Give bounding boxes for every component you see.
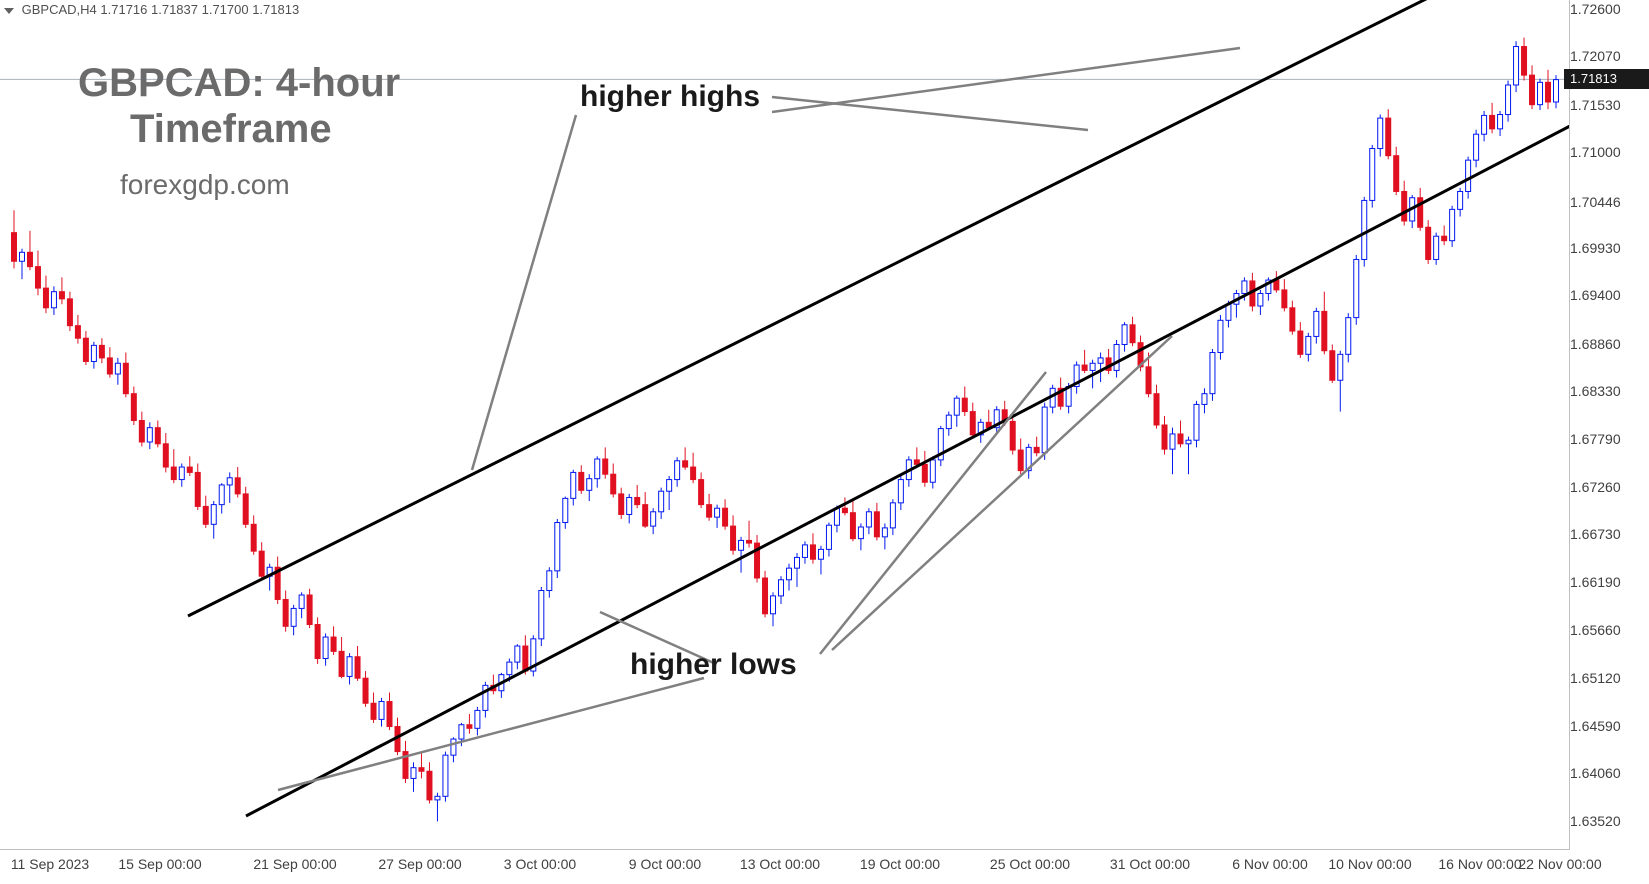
current-price-tag: 1.71813 (1564, 69, 1649, 89)
y-tick-label: 1.68330 (1564, 384, 1649, 398)
y-tick-label: 1.69400 (1564, 288, 1649, 302)
y-tick-label: 1.64060 (1564, 766, 1649, 780)
y-tick-label: 1.67790 (1564, 432, 1649, 446)
y-tick-label: 1.71530 (1564, 98, 1649, 112)
x-tick-label: 27 Sep 00:00 (378, 856, 461, 872)
x-tick-label: 16 Nov 00:00 (1438, 856, 1521, 872)
y-tick-label: 1.70446 (1564, 195, 1649, 209)
ticker-ohlc: 1.71716 1.71837 1.71700 1.71813 (100, 2, 299, 17)
y-tick-label: 1.65120 (1564, 671, 1649, 685)
annotation-higher-highs: higher highs (580, 80, 760, 114)
x-tick-label: 10 Nov 00:00 (1328, 856, 1411, 872)
x-tick-label: 11 Sep 2023 (11, 856, 89, 872)
x-tick-label: 15 Sep 00:00 (118, 856, 201, 872)
x-tick-label: 21 Sep 00:00 (253, 856, 336, 872)
title-line-2: Timeframe (130, 106, 400, 152)
x-axis: 11 Sep 2023 15 Sep 00:00 21 Sep 00:00 27 Se… (0, 849, 1570, 884)
y-tick-label: 1.66190 (1564, 575, 1649, 589)
title-line-1: GBPCAD: 4-hour (78, 60, 400, 106)
y-tick-label: 1.68860 (1564, 337, 1649, 351)
ticker-symbol: GBPCAD,H4 (22, 2, 97, 17)
x-tick-label: 22 Nov 00:00 (1518, 856, 1601, 872)
x-tick-label: 25 Oct 00:00 (990, 856, 1070, 872)
y-tick-label: 1.63520 (1564, 814, 1649, 828)
title-watermark: forexgdp.com (120, 168, 400, 202)
y-tick-label: 1.71000 (1564, 145, 1649, 159)
y-tick-label: 1.69930 (1564, 241, 1649, 255)
x-tick-label: 3 Oct 00:00 (504, 856, 576, 872)
y-tick-label: 1.72070 (1564, 49, 1649, 63)
x-tick-label: 13 Oct 00:00 (740, 856, 820, 872)
chart-title: GBPCAD: 4-hour Timeframe forexgdp.com (78, 60, 400, 202)
x-tick-label: 19 Oct 00:00 (860, 856, 940, 872)
x-tick-label: 31 Oct 00:00 (1110, 856, 1190, 872)
current-price-value: 1.71813 (1570, 71, 1617, 86)
y-tick-label: 1.66730 (1564, 527, 1649, 541)
y-axis: 1.726001.720701.715301.710001.704461.699… (1569, 0, 1649, 850)
x-tick-label: 6 Nov 00:00 (1232, 856, 1308, 872)
dropdown-icon (4, 8, 14, 14)
y-tick-label: 1.65660 (1564, 623, 1649, 637)
y-tick-label: 1.64590 (1564, 719, 1649, 733)
ticker-info: GBPCAD,H4 1.71716 1.71837 1.71700 1.7181… (4, 2, 299, 17)
y-tick-label: 1.67260 (1564, 480, 1649, 494)
x-tick-label: 9 Oct 00:00 (629, 856, 701, 872)
annotation-higher-lows: higher lows (630, 648, 797, 682)
y-tick-label: 1.72600 (1564, 2, 1649, 16)
